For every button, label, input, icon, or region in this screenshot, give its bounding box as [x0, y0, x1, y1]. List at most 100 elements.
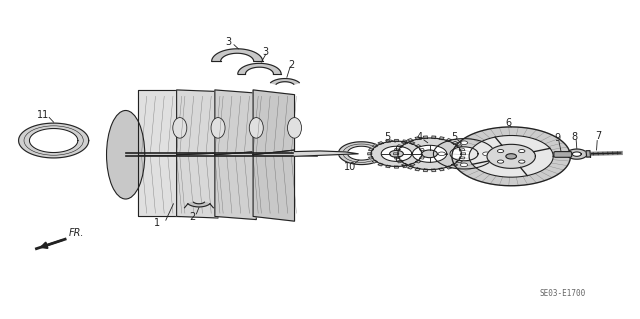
Polygon shape — [394, 139, 399, 142]
Text: FR.: FR. — [68, 228, 84, 238]
Circle shape — [506, 154, 516, 159]
Polygon shape — [433, 139, 495, 169]
Ellipse shape — [249, 118, 263, 138]
Circle shape — [460, 141, 468, 145]
Polygon shape — [439, 168, 444, 171]
Polygon shape — [348, 146, 376, 160]
Text: 1: 1 — [154, 219, 161, 228]
Polygon shape — [394, 149, 400, 151]
Circle shape — [497, 150, 504, 152]
Polygon shape — [29, 129, 78, 152]
Polygon shape — [456, 145, 462, 147]
Text: 4: 4 — [417, 132, 423, 142]
Text: SE03-E1700: SE03-E1700 — [539, 289, 585, 298]
Polygon shape — [386, 165, 390, 168]
Polygon shape — [431, 169, 436, 172]
Circle shape — [518, 160, 525, 163]
Polygon shape — [415, 168, 420, 171]
Ellipse shape — [106, 110, 145, 199]
Text: 3: 3 — [225, 37, 231, 47]
Polygon shape — [238, 63, 281, 74]
Polygon shape — [450, 147, 478, 161]
Ellipse shape — [173, 118, 187, 138]
Polygon shape — [386, 140, 390, 143]
Polygon shape — [371, 141, 422, 167]
Polygon shape — [415, 137, 420, 140]
Circle shape — [460, 163, 468, 167]
Polygon shape — [445, 138, 452, 142]
Polygon shape — [408, 138, 413, 142]
Polygon shape — [445, 166, 452, 169]
Polygon shape — [410, 142, 415, 145]
Polygon shape — [369, 148, 374, 151]
Polygon shape — [369, 157, 374, 159]
Polygon shape — [177, 153, 218, 218]
Polygon shape — [381, 146, 412, 161]
Polygon shape — [415, 160, 421, 163]
Polygon shape — [459, 157, 465, 159]
Polygon shape — [423, 136, 428, 139]
Polygon shape — [394, 166, 399, 168]
Polygon shape — [188, 202, 210, 207]
Polygon shape — [253, 150, 294, 221]
Polygon shape — [412, 145, 447, 162]
Polygon shape — [339, 142, 385, 165]
Circle shape — [422, 150, 437, 158]
Polygon shape — [177, 90, 218, 155]
Polygon shape — [253, 90, 294, 155]
Polygon shape — [378, 142, 383, 145]
Circle shape — [483, 152, 490, 156]
Polygon shape — [271, 78, 300, 84]
Polygon shape — [566, 149, 587, 159]
Text: 8: 8 — [572, 132, 578, 142]
Polygon shape — [456, 160, 462, 163]
Polygon shape — [403, 140, 407, 143]
Polygon shape — [372, 145, 378, 147]
FancyBboxPatch shape — [554, 152, 572, 157]
Polygon shape — [452, 163, 458, 167]
Polygon shape — [394, 153, 399, 155]
Polygon shape — [401, 141, 408, 144]
Circle shape — [438, 152, 445, 156]
Polygon shape — [212, 49, 262, 62]
Polygon shape — [372, 160, 378, 163]
Text: 3: 3 — [263, 47, 269, 57]
Polygon shape — [138, 90, 180, 155]
Polygon shape — [401, 163, 408, 167]
Polygon shape — [378, 163, 383, 166]
Polygon shape — [572, 152, 581, 156]
Polygon shape — [421, 153, 425, 155]
Text: 5: 5 — [384, 132, 390, 142]
Text: 2: 2 — [189, 212, 196, 222]
Polygon shape — [460, 153, 465, 155]
Polygon shape — [439, 137, 444, 140]
Polygon shape — [431, 136, 436, 139]
Polygon shape — [452, 127, 570, 186]
Polygon shape — [459, 149, 465, 151]
Polygon shape — [419, 157, 424, 159]
Polygon shape — [423, 169, 428, 172]
Polygon shape — [215, 90, 256, 155]
Text: 2: 2 — [288, 60, 294, 70]
Polygon shape — [368, 153, 372, 155]
Text: 5: 5 — [451, 132, 457, 142]
Circle shape — [518, 150, 525, 152]
Polygon shape — [19, 123, 89, 158]
Text: 7: 7 — [595, 131, 601, 141]
Text: 9: 9 — [554, 133, 560, 143]
Polygon shape — [403, 165, 407, 168]
Ellipse shape — [211, 118, 225, 138]
Polygon shape — [397, 138, 461, 170]
Ellipse shape — [287, 118, 301, 138]
Polygon shape — [415, 145, 421, 147]
Polygon shape — [294, 151, 358, 156]
Polygon shape — [419, 148, 424, 151]
Circle shape — [497, 160, 504, 163]
Polygon shape — [394, 157, 400, 159]
Polygon shape — [452, 141, 458, 144]
Circle shape — [390, 150, 403, 157]
Polygon shape — [487, 144, 536, 168]
Polygon shape — [586, 151, 591, 157]
Text: 11: 11 — [36, 110, 49, 120]
Polygon shape — [410, 163, 415, 166]
